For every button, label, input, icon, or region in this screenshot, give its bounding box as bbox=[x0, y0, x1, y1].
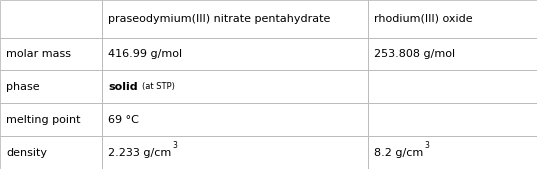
Bar bbox=[102, 70, 368, 103]
Bar bbox=[102, 38, 368, 70]
Bar bbox=[0, 70, 102, 103]
Text: 3: 3 bbox=[173, 141, 178, 150]
Text: solid: solid bbox=[108, 82, 138, 92]
Bar bbox=[368, 103, 537, 136]
Bar bbox=[368, 0, 537, 38]
Bar bbox=[102, 103, 368, 136]
Text: phase: phase bbox=[6, 82, 40, 92]
Text: (at STP): (at STP) bbox=[142, 82, 175, 91]
Text: 69 °C: 69 °C bbox=[108, 115, 139, 125]
Text: 8.2 g/cm: 8.2 g/cm bbox=[374, 148, 424, 158]
Bar bbox=[0, 0, 102, 38]
Text: 416.99 g/mol: 416.99 g/mol bbox=[108, 49, 183, 59]
Text: praseodymium(III) nitrate pentahydrate: praseodymium(III) nitrate pentahydrate bbox=[108, 14, 331, 24]
Bar bbox=[0, 103, 102, 136]
Text: 253.808 g/mol: 253.808 g/mol bbox=[374, 49, 455, 59]
Bar bbox=[0, 136, 102, 169]
Bar bbox=[0, 38, 102, 70]
Bar bbox=[368, 70, 537, 103]
Text: rhodium(III) oxide: rhodium(III) oxide bbox=[374, 14, 473, 24]
Bar bbox=[102, 0, 368, 38]
Text: molar mass: molar mass bbox=[6, 49, 71, 59]
Text: 3: 3 bbox=[425, 141, 430, 150]
Text: 2.233 g/cm: 2.233 g/cm bbox=[108, 148, 172, 158]
Text: density: density bbox=[6, 148, 47, 158]
Bar bbox=[102, 136, 368, 169]
Bar bbox=[368, 38, 537, 70]
Text: melting point: melting point bbox=[6, 115, 81, 125]
Bar bbox=[368, 136, 537, 169]
